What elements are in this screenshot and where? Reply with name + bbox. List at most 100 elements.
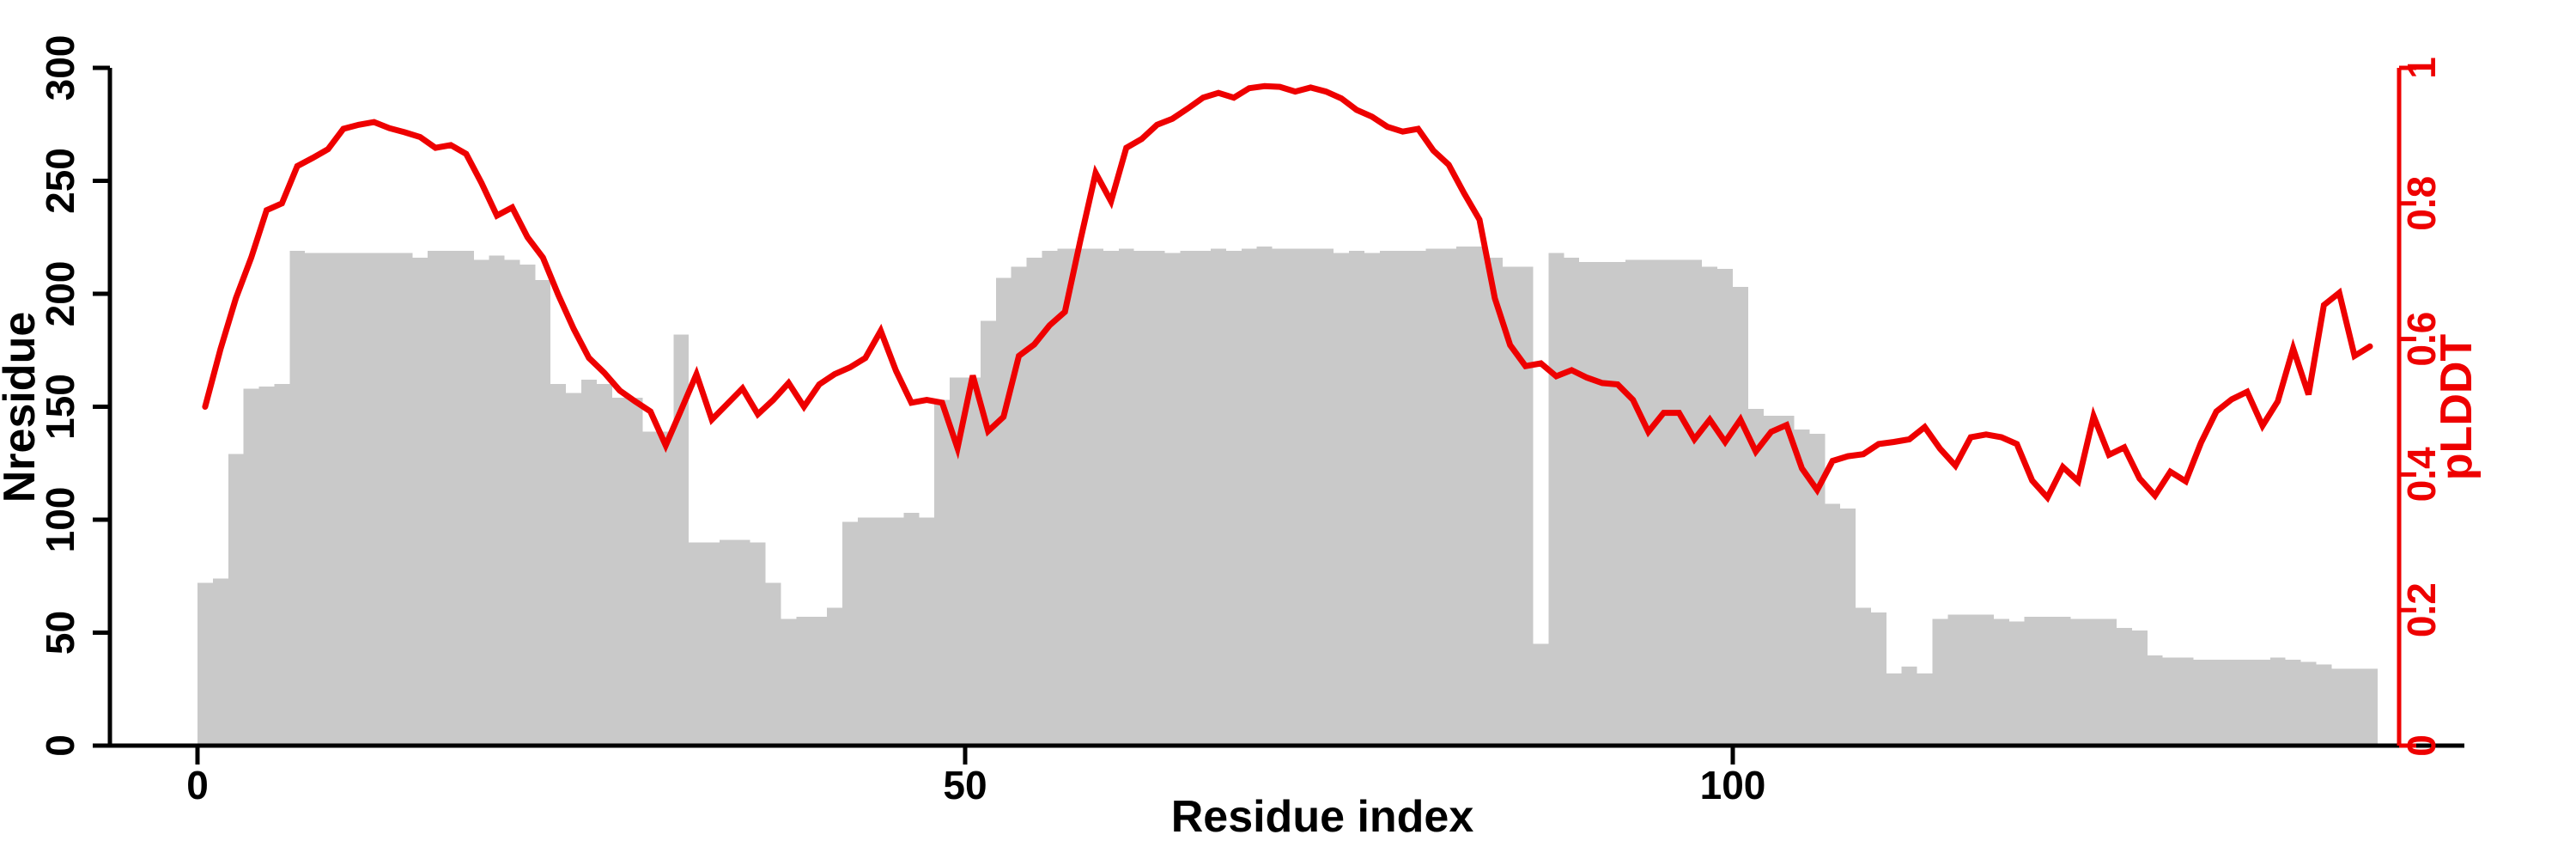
bar — [412, 257, 428, 746]
bar — [1195, 251, 1212, 746]
bar — [980, 320, 996, 746]
bar — [350, 253, 367, 746]
bar — [1702, 266, 1718, 746]
bar — [1656, 259, 1672, 746]
x-axis-tick-label: 0 — [186, 763, 209, 807]
x-axis-tick-label: 100 — [1700, 763, 1766, 807]
line-series-plddt — [202, 82, 2373, 503]
left-axis-tick-label: 50 — [38, 611, 82, 655]
bar — [1103, 251, 1119, 746]
bar — [1379, 251, 1395, 746]
bar — [1870, 612, 1886, 746]
bar — [2239, 660, 2255, 746]
left-axis-tick-label: 0 — [38, 734, 82, 757]
bar — [1809, 434, 1826, 746]
left-axis-title: Nresidue — [0, 312, 45, 503]
bar — [1825, 503, 1841, 746]
bar — [1256, 246, 1273, 746]
bar — [1579, 262, 1595, 746]
bar — [888, 517, 904, 746]
bar — [1225, 251, 1242, 746]
bar — [719, 539, 735, 746]
bar — [1840, 508, 1856, 746]
bar — [1486, 257, 1503, 746]
right-axis-tick-label: 0.2 — [2399, 582, 2444, 637]
bar — [1441, 248, 1457, 746]
bar — [1042, 251, 1058, 746]
right-axis-title: pLDDT — [2432, 334, 2482, 481]
bar — [2347, 668, 2363, 746]
bar — [1932, 618, 1948, 746]
bar — [1625, 259, 1641, 746]
bar — [228, 454, 244, 746]
bar — [919, 517, 935, 746]
bar — [212, 578, 228, 746]
bar — [274, 384, 290, 746]
bar — [2178, 657, 2194, 746]
bar — [2285, 660, 2301, 746]
bar — [289, 251, 306, 746]
bar — [2070, 618, 2087, 746]
bar — [611, 397, 628, 746]
bar — [750, 542, 766, 746]
bar — [1963, 614, 1979, 746]
bar — [827, 607, 842, 746]
bar — [1211, 248, 1226, 746]
bar — [765, 582, 781, 746]
bar — [1564, 257, 1580, 746]
bar — [796, 617, 812, 746]
x-axis-title: Residue index — [1171, 792, 1474, 842]
bar — [320, 253, 336, 746]
bar — [519, 264, 536, 746]
bar — [934, 399, 951, 746]
bar — [658, 431, 674, 746]
bar — [1364, 253, 1380, 746]
bar — [1533, 643, 1549, 746]
bar — [1394, 251, 1411, 746]
bar — [1057, 248, 1073, 746]
bar — [2024, 617, 2040, 746]
bar — [566, 393, 581, 746]
bar — [995, 277, 1012, 746]
bar — [689, 542, 705, 746]
bar — [1901, 666, 1917, 746]
bar — [2208, 660, 2225, 746]
bar — [2039, 617, 2056, 746]
bar — [2193, 660, 2209, 746]
plddt-line — [202, 82, 2373, 503]
bar — [1978, 614, 1994, 746]
x-axis-tick-label: 50 — [943, 763, 987, 807]
left-axis-tick-label: 100 — [38, 487, 82, 553]
bar — [1502, 266, 1518, 746]
bar — [704, 542, 720, 746]
bar — [2362, 668, 2378, 746]
bar — [1410, 251, 1426, 746]
bar — [1548, 253, 1564, 746]
bar — [335, 253, 351, 746]
bar — [642, 431, 659, 746]
bar — [965, 377, 981, 746]
bar — [1118, 248, 1134, 746]
bar — [1272, 248, 1288, 746]
bar — [1456, 246, 1473, 746]
bar — [473, 259, 489, 746]
bar — [1149, 251, 1165, 746]
right-axis-tick-label: 0.4 — [2399, 447, 2444, 502]
bar — [596, 384, 612, 746]
bar — [673, 334, 690, 746]
bar — [458, 251, 474, 746]
bar — [841, 521, 858, 746]
left-axis-tick-label: 250 — [38, 148, 82, 214]
right-y-axis: 0 0.2 0.4 0.6 0.8 1 — [2397, 57, 2444, 757]
x-axis: 0 50 100 — [110, 743, 2464, 807]
bar — [1856, 607, 1871, 746]
bar — [258, 386, 275, 746]
bar — [428, 251, 444, 746]
bar — [1947, 614, 1964, 746]
bar — [550, 384, 567, 746]
bar — [1517, 266, 1534, 746]
right-axis-tick-label: 0.8 — [2399, 176, 2444, 231]
bar — [305, 253, 321, 746]
bar — [781, 618, 797, 746]
